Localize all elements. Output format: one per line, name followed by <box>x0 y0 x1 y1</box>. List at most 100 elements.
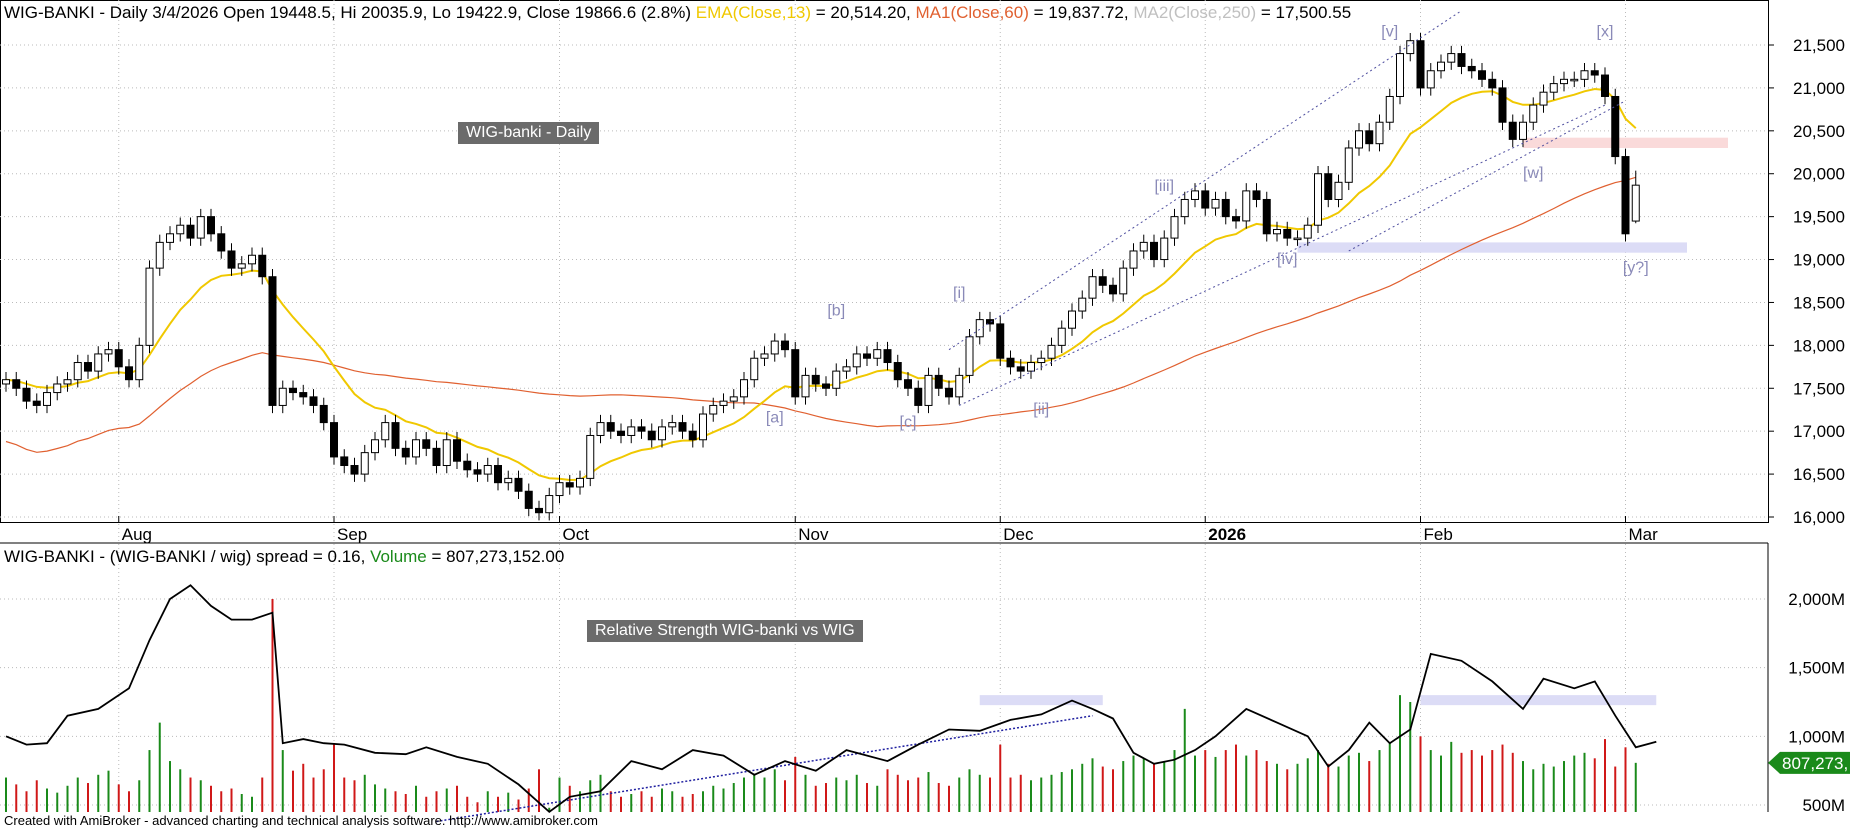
month-label: Nov <box>798 525 829 544</box>
candle-body <box>914 387 923 406</box>
candle-body <box>32 400 41 406</box>
candle-body <box>125 366 133 381</box>
candle-body <box>494 465 502 484</box>
volume-tick-label: 500M <box>1802 796 1845 815</box>
candle-body <box>975 319 984 338</box>
candle-body <box>1119 267 1128 295</box>
volume-value: = 807,273,152.00 <box>426 547 565 566</box>
candle-body <box>278 387 287 406</box>
candle-body <box>668 422 677 428</box>
candle-body <box>145 267 154 346</box>
candle-body <box>258 254 267 278</box>
candle-body <box>1303 224 1312 239</box>
candle-body <box>822 383 830 389</box>
candle-body <box>299 392 308 398</box>
candle-body <box>699 413 707 441</box>
candle-body <box>1252 190 1261 200</box>
candle-body <box>330 422 338 458</box>
candle-body <box>1508 121 1517 140</box>
elliott-wave-label: [iii] <box>1154 178 1174 195</box>
candle-body <box>1283 229 1292 239</box>
candle-body <box>22 387 31 402</box>
ema-value: = 20,514.20, <box>811 3 916 22</box>
candle-body <box>986 319 994 325</box>
candle-body <box>729 396 738 402</box>
candle-body <box>1273 229 1281 235</box>
candle-body <box>1170 216 1179 239</box>
price-pane-frame <box>0 0 1769 523</box>
price-tick-label: 17,500 <box>1793 379 1845 398</box>
candle-body <box>340 456 349 467</box>
candle-body <box>1611 95 1620 158</box>
candle-body <box>596 422 605 436</box>
rs-trendline <box>436 714 1093 823</box>
candle-body <box>237 263 246 269</box>
price-tick-label: 21,000 <box>1793 79 1845 98</box>
candle-body <box>1047 344 1056 359</box>
candle-body <box>1139 241 1148 252</box>
candle-body <box>53 383 62 394</box>
candle-body <box>1457 53 1466 67</box>
volume-tick-label: 1,000M <box>1788 727 1845 746</box>
candle-body <box>1006 357 1015 368</box>
candle-body <box>1191 190 1199 200</box>
candle-body <box>453 439 461 462</box>
candle-body <box>1621 156 1630 235</box>
price-pane-title: WIG-BANKI - Daily 3/4/2026 Open 19448.5,… <box>4 3 1351 23</box>
candle-body <box>43 392 51 406</box>
candle-body <box>1560 78 1568 85</box>
candle-body <box>535 507 543 514</box>
candle-body <box>422 439 431 449</box>
candle-body <box>1201 190 1210 209</box>
candle-body <box>545 495 554 514</box>
candle-body <box>1160 237 1169 261</box>
candle-body <box>504 477 513 484</box>
candle-body <box>442 439 451 467</box>
candle-body <box>186 224 195 239</box>
candle-body <box>360 452 369 475</box>
candle-body <box>412 439 420 458</box>
candle-body <box>1242 190 1251 222</box>
candle-body <box>309 396 318 406</box>
candle-body <box>1037 357 1046 364</box>
price-tick-label: 18,000 <box>1793 336 1845 355</box>
price-tick-label: 16,000 <box>1793 508 1845 527</box>
footer-credit: Created with AmiBroker - advanced charti… <box>4 813 598 828</box>
candle-body <box>1098 276 1107 286</box>
candle-body <box>863 353 871 359</box>
ma60-line <box>5 176 1636 453</box>
candle-body <box>1057 327 1066 346</box>
price-tick-label: 17,000 <box>1793 422 1845 441</box>
candle-body <box>63 379 72 385</box>
candle-body <box>842 366 851 372</box>
price-chart-label-box: WIG-banki - Daily <box>458 122 600 144</box>
candle-body <box>1426 70 1435 89</box>
candle-body <box>1016 366 1025 372</box>
price-tick-label: 21,500 <box>1793 36 1845 55</box>
candle-body <box>1232 216 1240 222</box>
candle-body <box>1314 173 1322 226</box>
price-tick-label: 19,000 <box>1793 251 1845 270</box>
candle-body <box>135 344 144 381</box>
rs-resistance-zone <box>979 695 1103 706</box>
candle-body <box>1375 121 1384 145</box>
candle-body <box>617 430 625 436</box>
candle-body <box>801 374 810 398</box>
candle-body <box>719 400 728 406</box>
candle-body <box>1088 276 1097 299</box>
ema-label: EMA(Close,13) <box>695 3 812 22</box>
candle-body <box>811 374 820 385</box>
price-tick-label: 19,500 <box>1793 208 1845 227</box>
candle-body <box>883 349 892 364</box>
support-resistance-zone <box>1297 242 1687 253</box>
candle-body <box>391 422 400 449</box>
candle-body <box>196 216 205 239</box>
candle-body <box>1355 130 1363 149</box>
candle-body <box>514 477 523 492</box>
elliott-wave-label: [iv] <box>1277 251 1297 268</box>
candle-body <box>1293 237 1302 241</box>
candle-body <box>770 340 779 355</box>
month-label: Sep <box>337 525 367 544</box>
candle-body <box>371 439 379 454</box>
